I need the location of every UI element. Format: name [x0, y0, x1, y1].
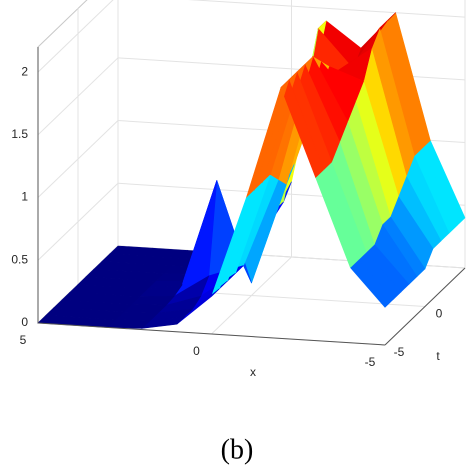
caption: (b): [221, 434, 254, 465]
z-tick-label: 0: [21, 315, 28, 329]
x-tick-label: -5: [365, 355, 376, 369]
axis-line: [37, 322, 386, 346]
t-axis-label: t: [436, 349, 440, 363]
z-tick-label: 0.5: [11, 252, 28, 266]
t-tick-label: 0: [436, 307, 443, 321]
x-tick-label: 5: [20, 333, 27, 347]
z-tick-label: 2: [21, 64, 28, 78]
t-tick-label: -5: [394, 345, 405, 359]
axis-line: [384, 267, 466, 346]
z-tick-label: 1.5: [11, 127, 28, 141]
x-axis-label: x: [250, 365, 256, 379]
x-tick-label: 0: [193, 344, 200, 358]
z-tick-label: 1: [21, 190, 28, 204]
